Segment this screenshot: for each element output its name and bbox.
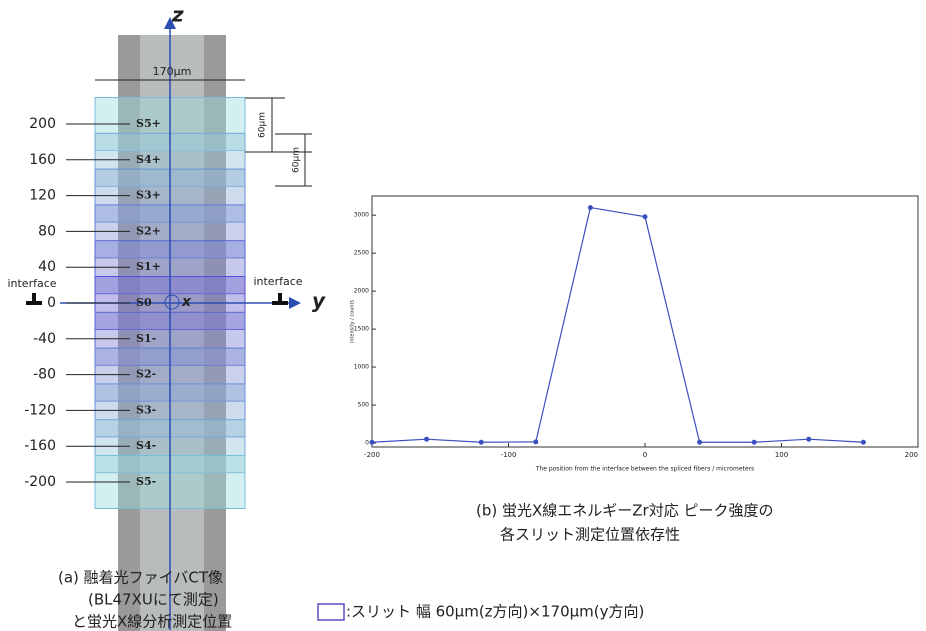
slit-label: S4- bbox=[136, 439, 156, 452]
caption-b: 各スリット測定位置依存性 bbox=[500, 526, 680, 544]
caption-a: (a) 融着光ファイバCT像 bbox=[58, 569, 223, 587]
x-tick-label: -200 bbox=[364, 451, 380, 459]
legend-swatch bbox=[318, 604, 344, 620]
caption-a: と蛍光X線分析測定位置 bbox=[72, 613, 232, 631]
interface-label: interface bbox=[7, 277, 56, 290]
z-tick-label: 80 bbox=[38, 223, 56, 239]
caption-a: (BL47XUにて測定) bbox=[88, 591, 219, 609]
plot-area bbox=[372, 196, 918, 447]
interface-marker bbox=[272, 293, 288, 303]
legend-text: :スリット 幅 60μm(z方向)×170μm(y方向) bbox=[346, 603, 644, 621]
point bbox=[533, 439, 538, 444]
y-tick-label: 3000 bbox=[354, 212, 369, 219]
y-tick-label: 1500 bbox=[354, 326, 369, 333]
x-tick-label: 100 bbox=[775, 451, 788, 459]
slit-label: S4+ bbox=[136, 153, 161, 166]
interface-marker bbox=[26, 293, 42, 303]
point bbox=[861, 440, 866, 445]
width-label: 170µm bbox=[153, 65, 192, 78]
y-tick-label: 500 bbox=[358, 402, 370, 409]
point bbox=[806, 437, 811, 442]
slit-label: S3+ bbox=[136, 189, 161, 202]
caption-b: (b) 蛍光X線エネルギーZr対応 ピーク強度の bbox=[476, 502, 773, 520]
z-tick-label: -160 bbox=[24, 438, 56, 454]
x-tick-label: 200 bbox=[905, 451, 918, 459]
slit-label: S5- bbox=[136, 475, 156, 488]
point bbox=[479, 440, 484, 445]
point bbox=[697, 440, 702, 445]
y-tick-label: 2000 bbox=[354, 288, 369, 295]
z-tick-label: 200 bbox=[29, 116, 56, 132]
point bbox=[424, 437, 429, 442]
slit-label: S2+ bbox=[136, 224, 161, 237]
z-tick-label: -200 bbox=[24, 474, 56, 490]
figure: z y x 170µm 60µm 60µm interface interfac… bbox=[0, 0, 926, 631]
z-tick-label: 120 bbox=[29, 188, 56, 204]
slit-label: S1+ bbox=[136, 260, 161, 273]
y-label: y bbox=[312, 289, 326, 313]
point bbox=[752, 440, 757, 445]
y-tick-label: 0 bbox=[365, 440, 369, 447]
line bbox=[372, 208, 863, 443]
z-tick-label: -120 bbox=[24, 402, 56, 418]
pitch-label: 60µm bbox=[292, 147, 302, 173]
z-tick-label: 0 bbox=[47, 295, 56, 311]
z-tick-label: -80 bbox=[33, 367, 56, 383]
pitch-label: 60µm bbox=[258, 112, 268, 138]
slit-label: S1- bbox=[136, 332, 156, 345]
x-tick-label: -100 bbox=[501, 451, 517, 459]
z-tick-label: 40 bbox=[38, 259, 56, 275]
z-tick-label: -40 bbox=[33, 331, 56, 347]
slit-label: S5+ bbox=[136, 117, 161, 130]
chart: 0 500 1000 1500 2000 2500 3000 -200 -100 0 100 200 T… bbox=[350, 196, 919, 473]
slit-label: S3- bbox=[136, 403, 156, 416]
point bbox=[643, 214, 648, 219]
z-label: z bbox=[171, 3, 184, 27]
x-label: x bbox=[181, 294, 192, 310]
z-tick-label: 160 bbox=[29, 152, 56, 168]
slit-label: S0 bbox=[136, 296, 152, 309]
interface-label: interface bbox=[253, 275, 302, 288]
point bbox=[588, 205, 593, 210]
x-axis-label: The position from the interface between … bbox=[535, 466, 754, 473]
y-tick-label: 1000 bbox=[354, 364, 369, 371]
y-tick-label: 2500 bbox=[354, 250, 369, 257]
point bbox=[370, 440, 375, 445]
x-tick-label: 0 bbox=[643, 451, 647, 459]
y-axis-label: intensity / counts bbox=[350, 299, 356, 343]
slit-label: S2- bbox=[136, 368, 156, 381]
